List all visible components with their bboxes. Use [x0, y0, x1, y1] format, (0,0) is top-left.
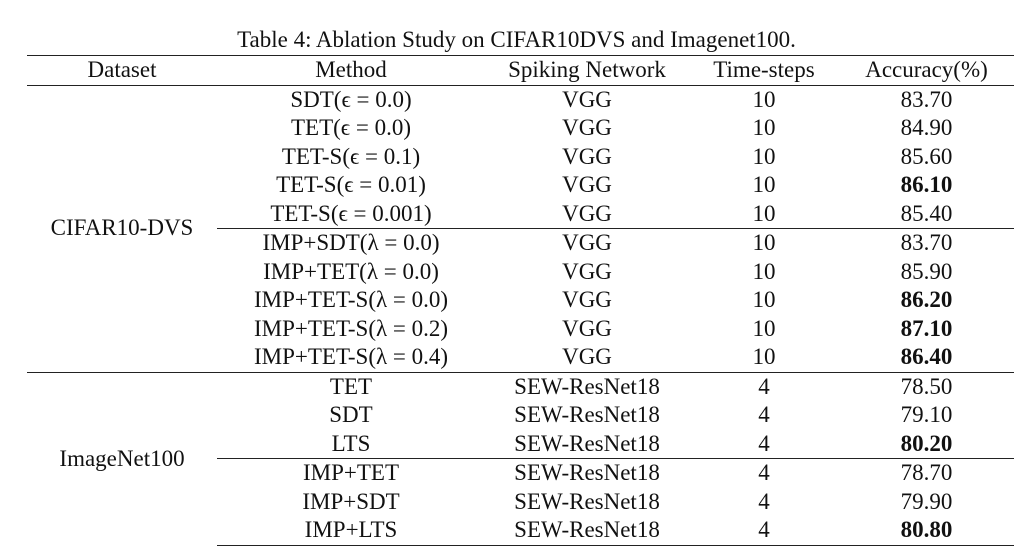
accuracy-cell: 86.10	[900, 172, 953, 197]
network-cell: SEW-ResNet18	[514, 488, 660, 514]
method-cell: IMP+LTS	[217, 516, 485, 546]
method-cell: SDT	[329, 402, 373, 427]
method-cell: IMP+SDT(λ = 0.0)	[217, 228, 485, 258]
table-row: SDT SEW-ResNet18 4 79.10	[27, 401, 1014, 430]
accuracy-cell: 80.80	[839, 516, 1014, 546]
network-cell: VGG	[562, 258, 612, 284]
column-header-network: Spiking Network	[508, 57, 666, 82]
method-cell: IMP+TET-S(λ = 0.0)	[253, 287, 449, 312]
network-cell: VGG	[485, 228, 689, 258]
table-row: TET-S(ϵ = 0.1) VGG 10 85.60	[27, 143, 1014, 172]
network-cell: SEW-ResNet18	[485, 371, 689, 401]
timesteps-cell: 10	[752, 172, 776, 197]
network-cell: SEW-ResNet18	[514, 430, 660, 456]
method-cell: IMP+TET-S(λ = 0.4)	[253, 344, 449, 369]
column-header-method: Method	[315, 57, 387, 82]
table-row: IMP+LTS SEW-ResNet18 4 80.80	[27, 516, 1014, 546]
method-cell: TET-S(ϵ = 0.1)	[281, 143, 421, 169]
method-cell: TET-S(ϵ = 0.01)	[276, 172, 426, 197]
method-cell: IMP+TET	[217, 458, 485, 488]
network-cell: VGG	[562, 172, 612, 197]
table-row: IMP+TET SEW-ResNet18 4 78.70	[27, 458, 1014, 488]
ablation-table: Dataset Method Spiking Network Time-step…	[27, 55, 1014, 546]
accuracy-cell: 78.70	[839, 458, 1014, 488]
network-cell: VGG	[562, 344, 612, 369]
timesteps-cell: 4	[689, 371, 839, 401]
accuracy-cell: 84.90	[900, 115, 953, 140]
method-cell: IMP+TET-S(λ = 0.2)	[253, 315, 449, 341]
table-row: IMP+SDT(λ = 0.0) VGG 10 83.70	[27, 228, 1014, 258]
timesteps-cell: 4	[758, 402, 770, 427]
table-row: TET-S(ϵ = 0.001) VGG 10 85.40	[27, 200, 1014, 229]
table-row: IMP+TET-S(λ = 0.0) VGG 10 86.20	[27, 286, 1014, 315]
accuracy-cell: 78.50	[839, 371, 1014, 401]
timesteps-cell: 10	[752, 344, 776, 369]
timesteps-cell: 10	[689, 228, 839, 258]
table-row: IMP+TET(λ = 0.0) VGG 10 85.90	[27, 258, 1014, 287]
timesteps-cell: 4	[758, 430, 770, 456]
table-row: IMP+TET-S(λ = 0.2) VGG 10 87.10	[27, 315, 1014, 344]
table-row: TET(ϵ = 0.0) VGG 10 84.90	[27, 114, 1014, 143]
method-cell: SDT(ϵ = 0.0)	[217, 84, 485, 114]
method-cell: TET-S(ϵ = 0.001)	[270, 200, 432, 226]
timesteps-cell: 4	[758, 488, 770, 514]
accuracy-cell: 87.10	[900, 315, 953, 341]
method-cell: IMP+TET(λ = 0.0)	[263, 258, 439, 284]
timesteps-cell: 10	[752, 115, 776, 140]
accuracy-cell: 86.40	[900, 344, 953, 369]
accuracy-cell: 83.70	[839, 228, 1014, 258]
accuracy-cell: 85.90	[900, 258, 953, 284]
timesteps-cell: 4	[689, 458, 839, 488]
method-cell: LTS	[331, 430, 371, 456]
method-cell: TET	[217, 371, 485, 401]
timesteps-cell: 4	[689, 516, 839, 546]
timesteps-cell: 10	[752, 315, 776, 341]
table-row: IMP+TET-S(λ = 0.4) VGG 10 86.40	[27, 343, 1014, 372]
method-cell: TET(ϵ = 0.0)	[291, 115, 411, 140]
network-cell: SEW-ResNet18	[485, 458, 689, 488]
accuracy-cell: 80.20	[900, 430, 953, 456]
accuracy-cell: 86.20	[900, 287, 953, 312]
accuracy-cell: 79.90	[900, 488, 953, 514]
accuracy-cell: 83.70	[839, 84, 1014, 114]
dataset-cell: CIFAR10-DVS	[27, 84, 217, 372]
timesteps-cell: 10	[752, 287, 776, 312]
network-cell: VGG	[562, 115, 612, 140]
timesteps-cell: 10	[752, 200, 776, 226]
method-cell: IMP+SDT	[302, 488, 400, 514]
accuracy-cell: 85.60	[900, 143, 953, 169]
table-row: CIFAR10-DVS SDT(ϵ = 0.0) VGG 10 83.70	[27, 84, 1014, 372]
network-cell: VGG	[485, 84, 689, 114]
table-row: LTS SEW-ResNet18 4 80.20	[27, 430, 1014, 459]
network-cell: SEW-ResNet18	[485, 516, 689, 546]
dataset-cell: ImageNet100	[27, 371, 217, 545]
table-row: ImageNet100 TET SEW-ResNet18 4 78.50	[27, 371, 1014, 545]
timesteps-cell: 10	[752, 258, 776, 284]
timesteps-cell: 10	[689, 84, 839, 114]
column-header-dataset: Dataset	[87, 57, 157, 82]
column-header-timesteps: Time-steps	[713, 57, 815, 82]
column-header-accuracy: Accuracy(%)	[865, 57, 988, 82]
network-cell: VGG	[562, 287, 612, 312]
table-row: IMP+SDT SEW-ResNet18 4 79.90	[27, 488, 1014, 517]
network-cell: VGG	[562, 143, 612, 169]
network-cell: VGG	[562, 200, 612, 226]
network-cell: VGG	[562, 315, 612, 341]
timesteps-cell: 10	[752, 143, 776, 169]
accuracy-cell: 79.10	[900, 402, 953, 427]
accuracy-cell: 85.40	[900, 200, 953, 226]
table-row: TET-S(ϵ = 0.01) VGG 10 86.10	[27, 171, 1014, 200]
table-caption: Table 4: Ablation Study on CIFAR10DVS an…	[237, 27, 796, 52]
table-header-row: Dataset Method Spiking Network Time-step…	[27, 55, 1014, 85]
section-imagenet100: ImageNet100 TET SEW-ResNet18 4 78.50 SDT SEW-R…	[27, 371, 1014, 546]
section-cifar10-dvs: CIFAR10-DVS SDT(ϵ = 0.0) VGG 10 83.70 TET(ϵ =…	[27, 84, 1014, 372]
network-cell: SEW-ResNet18	[514, 402, 660, 427]
